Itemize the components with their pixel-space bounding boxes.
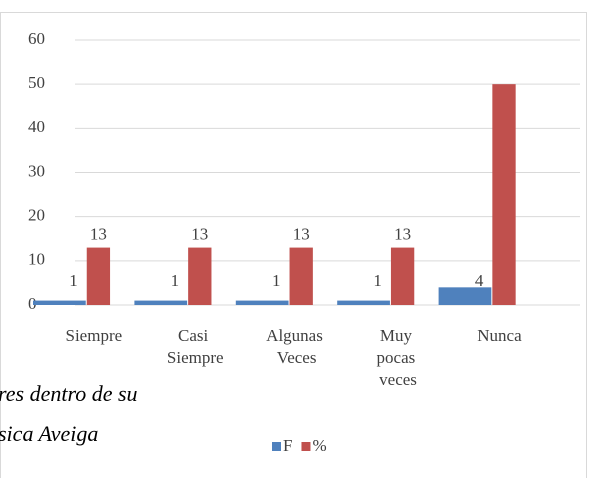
x-tick-label: Muy pocas veces	[377, 326, 420, 389]
y-tick-label: 20	[28, 206, 45, 225]
y-tick-label: 40	[28, 117, 45, 136]
legend-swatch	[301, 442, 311, 451]
background-text: sica Aveiga	[0, 421, 98, 446]
legend-label: F	[283, 436, 292, 455]
data-label: 13	[191, 224, 208, 243]
bar	[492, 84, 516, 306]
x-tick-label: Siempre	[66, 326, 123, 345]
data-label: 13	[90, 224, 107, 243]
bar	[86, 247, 111, 305]
bar	[188, 247, 212, 305]
data-label: 1	[272, 271, 281, 290]
bar	[134, 300, 188, 305]
data-label: 1	[69, 271, 78, 290]
bar	[235, 300, 289, 305]
data-label: 1	[373, 271, 382, 290]
data-label: 13	[293, 224, 310, 243]
data-label: 13	[394, 224, 411, 243]
chart-border	[0, 12, 587, 478]
y-tick-label: 0	[28, 294, 37, 313]
bar	[337, 300, 390, 305]
bar	[438, 287, 492, 305]
bar	[289, 247, 313, 305]
bar	[33, 300, 86, 305]
legend-swatch	[272, 442, 281, 451]
y-tick-label: 60	[28, 29, 45, 48]
bar	[390, 247, 415, 305]
legend-label: %	[312, 436, 326, 455]
background-text: res dentro de su	[0, 381, 138, 406]
x-tick-label: Casi Siempre	[167, 326, 224, 367]
data-label: 1	[171, 271, 180, 290]
x-tick-label: Algunas Veces	[266, 326, 327, 367]
y-tick-label: 10	[28, 250, 45, 269]
data-label: 4	[475, 271, 484, 290]
y-tick-label: 50	[28, 73, 45, 92]
y-tick-label: 30	[28, 161, 45, 180]
x-tick-label: Nunca	[477, 326, 522, 345]
